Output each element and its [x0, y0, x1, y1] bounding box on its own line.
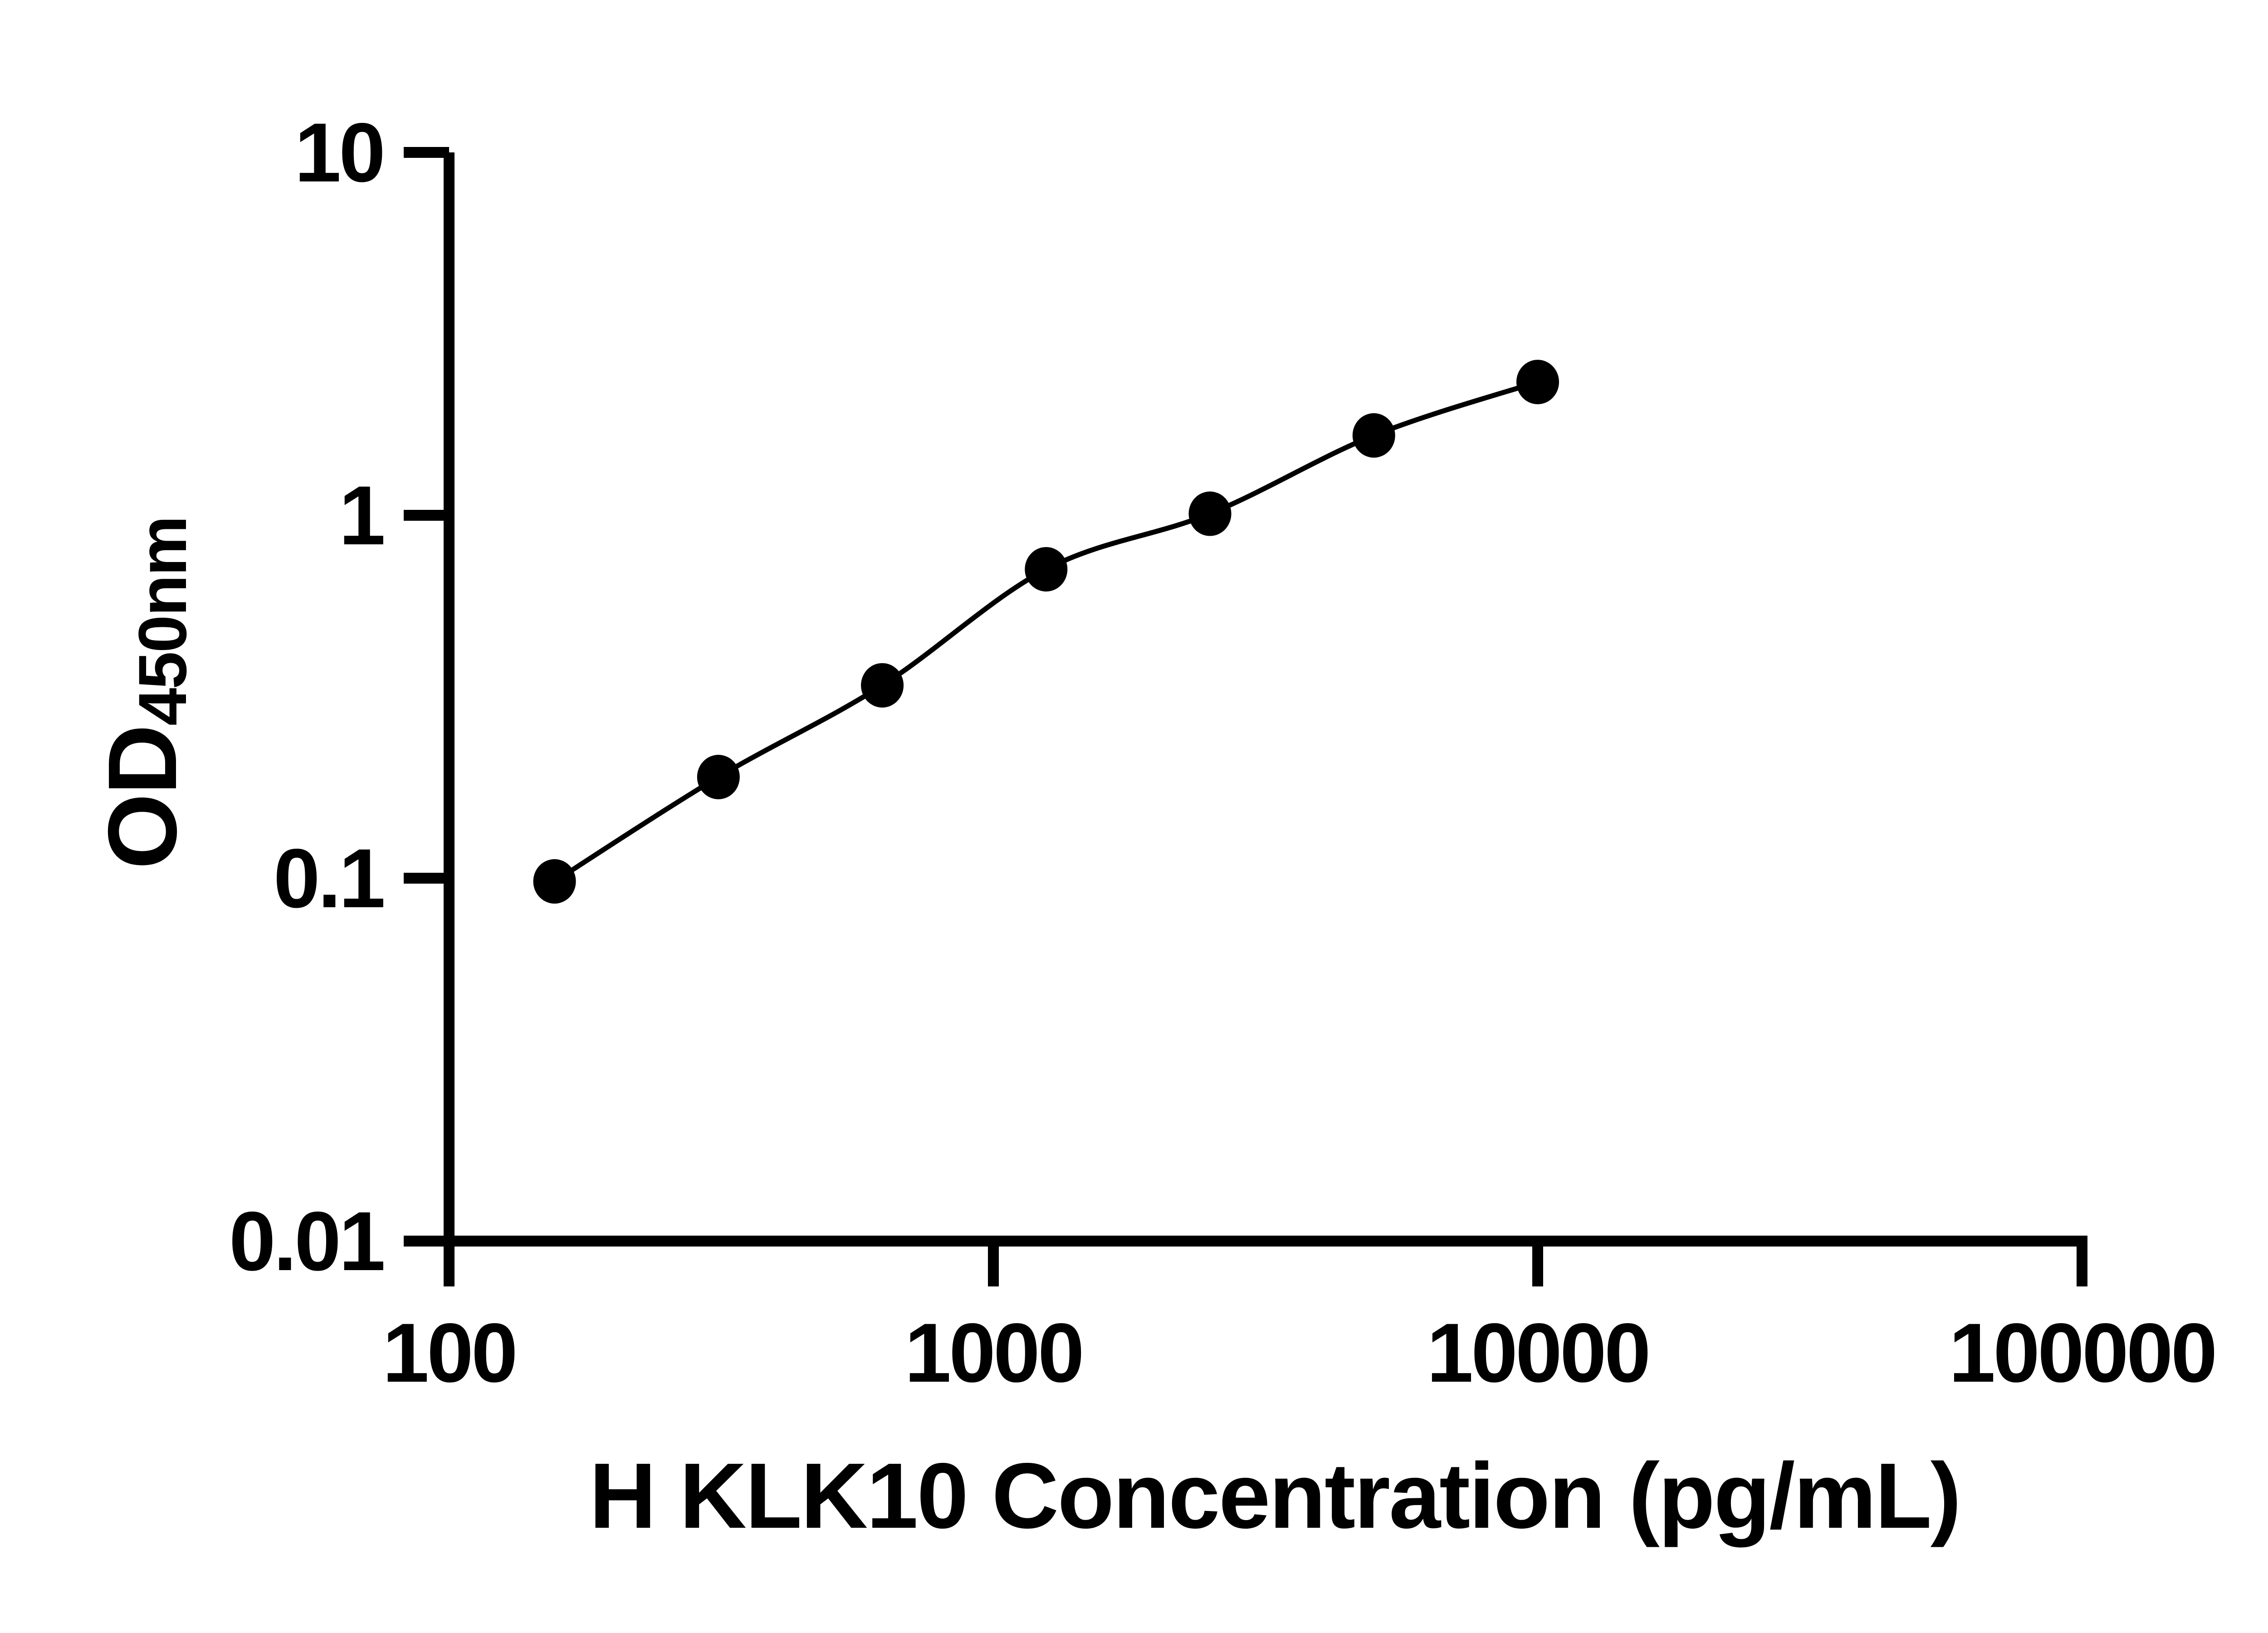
- axes: [444, 152, 2087, 1247]
- data-point: [1352, 413, 1395, 458]
- y-tick-label: 0.01: [229, 1195, 383, 1288]
- y-tick-label: 1: [339, 469, 383, 562]
- data-point: [1516, 360, 1559, 405]
- y-tick-label: 10: [294, 106, 383, 200]
- x-tick-label: 100000: [1949, 1306, 2215, 1400]
- data-point: [697, 754, 740, 799]
- x-tick-label: 1000: [904, 1306, 1082, 1400]
- data-point: [1025, 547, 1068, 592]
- y-axis-title-main: OD: [88, 726, 197, 870]
- axis-tick-labels: 10 1 0.1 0.01 100 1000 10000 100000: [229, 106, 2218, 1400]
- x-tick-label: 10000: [1427, 1306, 1648, 1400]
- standard-curve-line: [553, 379, 1539, 884]
- x-tick-label: 100: [382, 1306, 516, 1400]
- data-point: [1188, 491, 1232, 536]
- data-points: [533, 360, 1559, 904]
- y-axis-title: OD450nm: [88, 517, 200, 870]
- y-axis-title-subscript: 450nm: [124, 517, 200, 726]
- x-axis-title: H KLK10 Concentration (pg/mL): [589, 1444, 1960, 1548]
- y-tick-label: 0.1: [274, 832, 383, 925]
- axis-ticks: [404, 147, 2087, 1286]
- data-point: [533, 859, 576, 904]
- data-point: [861, 663, 904, 708]
